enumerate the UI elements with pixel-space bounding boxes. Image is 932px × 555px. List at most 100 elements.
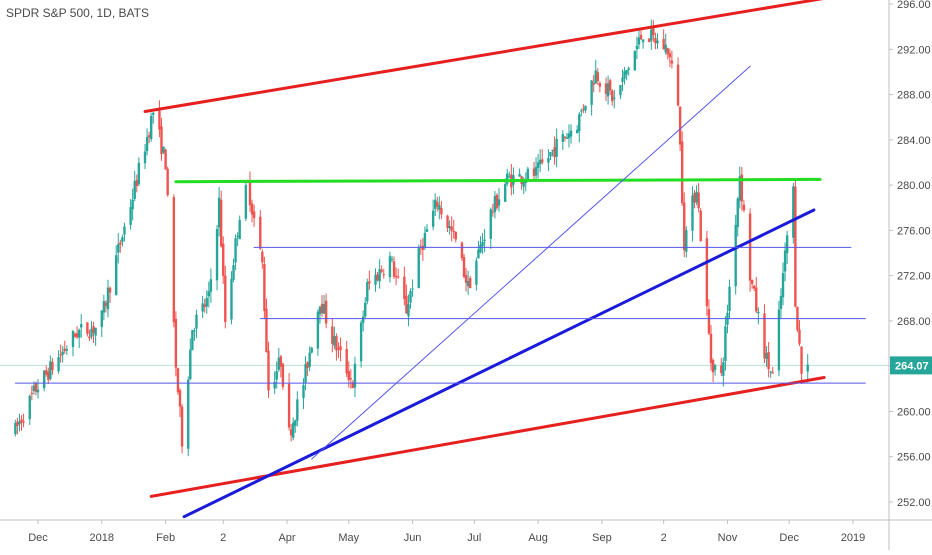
candle-body: [707, 309, 711, 334]
candle-body: [353, 363, 357, 388]
candle-body: [195, 314, 198, 329]
candle-body: [162, 146, 165, 153]
candle-body: [292, 422, 295, 438]
candle-body: [71, 331, 75, 348]
candle-body: [662, 38, 665, 50]
candle-body: [627, 68, 630, 71]
candle-body: [230, 278, 233, 320]
candle-body: [178, 390, 182, 407]
candle-body: [767, 351, 770, 370]
y-tick-label: 284.00: [897, 135, 931, 147]
candle-body: [734, 224, 737, 287]
candle-body: [720, 365, 723, 374]
candle-body: [532, 168, 536, 176]
candle-body: [88, 336, 91, 339]
chart-title: SPDR S&P 500, 1D, BATS: [6, 6, 149, 20]
candle-body: [506, 173, 509, 184]
candle-body: [90, 328, 93, 337]
candle-body: [713, 365, 717, 370]
candle-body: [590, 80, 593, 105]
candle-body: [417, 248, 420, 289]
candle-body: [129, 207, 132, 225]
candle-body: [364, 302, 367, 317]
candle-body: [376, 274, 379, 281]
candle-body: [191, 329, 194, 351]
candle-body: [308, 352, 311, 367]
candle-body: [728, 286, 731, 312]
candle-body: [222, 243, 225, 276]
candle-body: [409, 290, 412, 303]
y-tick-label: 252.00: [897, 497, 931, 509]
candle-body: [594, 70, 597, 84]
candle-body: [189, 349, 192, 380]
candle-body: [133, 181, 136, 199]
candle-body: [604, 83, 608, 94]
candle-body: [405, 295, 408, 314]
candle-body: [306, 362, 309, 368]
candle-body: [668, 53, 672, 58]
candle-body: [454, 231, 457, 240]
candle-body: [798, 329, 801, 344]
candle-body: [100, 310, 104, 327]
candle-body: [174, 318, 178, 368]
candle-body: [697, 192, 700, 209]
candle-body: [738, 176, 742, 201]
candle-body: [483, 239, 486, 241]
trend-line-resistance: [174, 177, 822, 184]
candle-body: [623, 71, 626, 79]
candle-body: [147, 135, 151, 138]
candle-body: [678, 106, 682, 145]
candle-body: [423, 232, 427, 248]
candle-body: [666, 48, 669, 55]
candle-body: [670, 60, 674, 64]
candle-body: [779, 296, 783, 309]
candle-body: [252, 211, 256, 219]
candle-body: [567, 133, 571, 139]
candle-body: [656, 40, 659, 44]
candle-body: [73, 333, 77, 337]
candle-body: [176, 368, 180, 393]
candle-body: [493, 196, 497, 213]
candle-body: [685, 230, 688, 252]
x-tick-label: Aug: [528, 532, 548, 544]
candle-body: [20, 419, 23, 423]
candle-body: [14, 423, 17, 435]
candle-body: [349, 378, 353, 380]
candle-body: [333, 335, 336, 346]
candle-body: [578, 114, 581, 132]
candle-body: [765, 353, 768, 360]
candle-body: [322, 304, 326, 314]
candle-body: [547, 157, 550, 163]
candle-body: [648, 38, 651, 42]
candle-body: [592, 83, 595, 85]
candle-body: [438, 205, 441, 210]
candle-body: [92, 326, 95, 333]
candle-body: [637, 37, 641, 45]
candle-body: [275, 371, 278, 380]
candle-body: [32, 385, 36, 391]
candle-body: [468, 277, 472, 289]
candle-body: [711, 359, 715, 373]
candle-body: [563, 136, 567, 139]
candle-body: [45, 370, 48, 375]
last-price-badge: [890, 356, 932, 375]
candle-body: [755, 287, 758, 312]
candle-body: [489, 209, 492, 239]
candle-body: [117, 244, 120, 253]
candle-body: [388, 256, 392, 278]
candle-body: [580, 110, 583, 112]
candle-body: [460, 242, 464, 259]
candle-body: [61, 351, 64, 355]
x-tick-label: May: [338, 532, 359, 544]
candle-body: [619, 84, 622, 96]
candle-body: [794, 186, 797, 307]
candle-body: [606, 83, 610, 97]
candle-body: [304, 364, 307, 384]
candle-body: [143, 151, 147, 164]
candle-body: [598, 83, 602, 87]
candle-body: [115, 255, 118, 296]
candle-body: [310, 347, 313, 353]
candle-body: [569, 130, 573, 137]
candle-body: [203, 304, 206, 308]
x-tick-label: Nov: [718, 532, 738, 544]
